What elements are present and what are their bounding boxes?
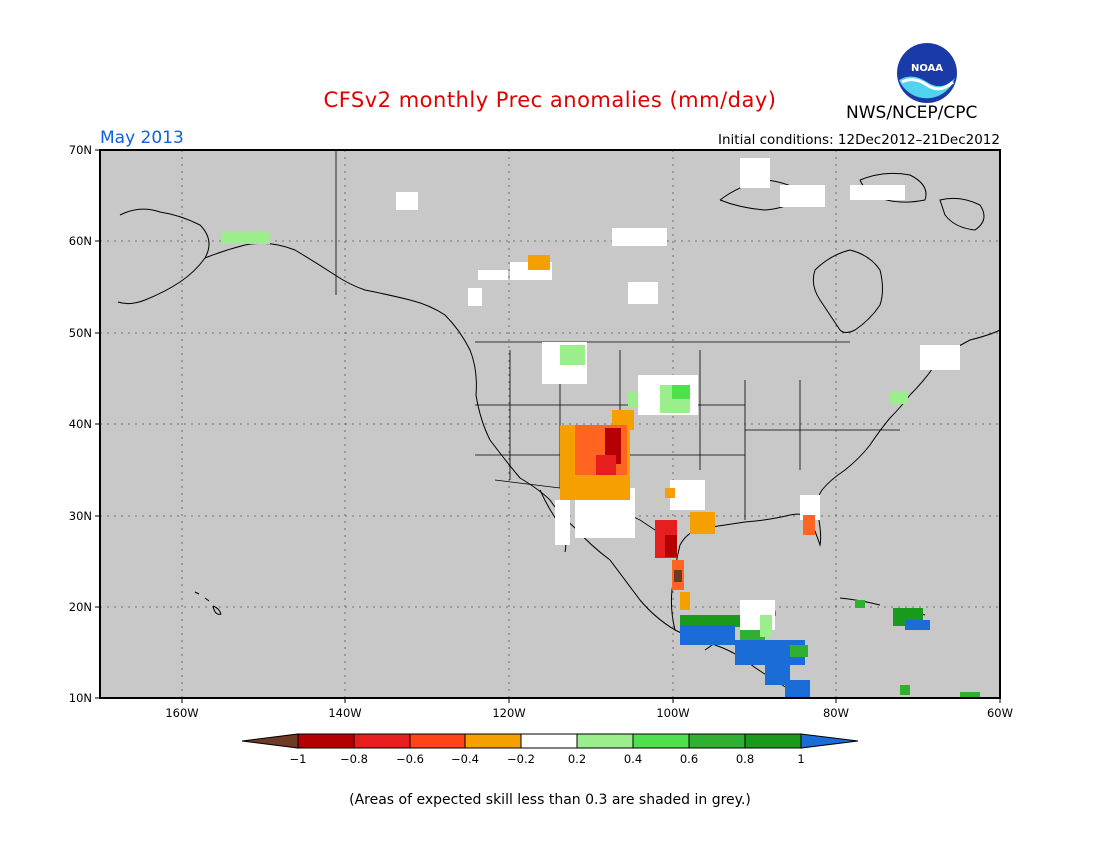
colorbar-bin: [632, 733, 690, 749]
colorbar-label: −0.8: [340, 752, 368, 766]
axis-ticks: [95, 149, 1001, 703]
colorbar-label: 1: [797, 752, 804, 766]
lat-label-50n: 50N: [69, 326, 92, 340]
colorbar-bin: [744, 733, 802, 749]
noaa-logo-icon: NOAA: [896, 42, 958, 108]
negative-anomaly-cells: [528, 255, 815, 610]
target-month-label: May 2013: [100, 128, 184, 148]
colorbar-label: 0.6: [680, 752, 698, 766]
colorbar-label: −0.4: [451, 752, 479, 766]
colorbar-bin: [688, 733, 746, 749]
svg-text:NOAA: NOAA: [911, 63, 943, 74]
colorbar-bin: [353, 733, 411, 749]
positive-anomaly-cells: [222, 232, 980, 698]
colorbar-bin: [576, 733, 634, 749]
colorbar: [241, 733, 859, 749]
lon-label-160w: 160W: [165, 706, 198, 720]
lon-label-100w: 100W: [656, 706, 689, 720]
lat-label-30n: 30N: [69, 509, 92, 523]
lat-label-20n: 20N: [69, 600, 92, 614]
colorbar-labels: −1 −0.8 −0.6 −0.4 −0.2 0.2 0.4 0.6 0.8 1: [290, 752, 805, 766]
chart-title: CFSv2 monthly Prec anomalies (mm/day): [323, 88, 777, 112]
agency-label: NWS/NCEP/CPC: [846, 103, 978, 123]
map-gridlines: [100, 150, 1000, 698]
colorbar-left-arrow: [241, 733, 299, 749]
initial-conditions-label: Initial conditions: 12Dec2012–21Dec2012: [717, 132, 1000, 148]
latitude-labels: 70N 60N 50N 40N 30N 20N 10N: [69, 143, 92, 705]
lat-label-60n: 60N: [69, 234, 92, 248]
lon-label-80w: 80W: [823, 706, 849, 720]
colorbar-label: −0.6: [396, 752, 424, 766]
colorbar-label: −0.2: [507, 752, 535, 766]
lat-label-10n: 10N: [69, 691, 92, 705]
colorbar-label: −1: [290, 752, 307, 766]
skill-footnote: (Areas of expected skill less than 0.3 a…: [349, 792, 751, 808]
lat-label-40n: 40N: [69, 417, 92, 431]
colorbar-label: 0.2: [568, 752, 586, 766]
colorbar-label: 0.4: [624, 752, 642, 766]
colorbar-right-arrow: [800, 733, 859, 749]
colorbar-bin: [409, 733, 466, 749]
lon-label-140w: 140W: [328, 706, 361, 720]
colorbar-bin: [464, 733, 522, 749]
longitude-labels: 160W 140W 120W 100W 80W 60W: [165, 706, 1013, 720]
colorbar-bin: [297, 733, 355, 749]
lon-label-60w: 60W: [987, 706, 1013, 720]
colorbar-bin: [520, 733, 578, 749]
colorbar-label: 0.8: [736, 752, 754, 766]
lon-label-120w: 120W: [492, 706, 525, 720]
lat-label-70n: 70N: [69, 143, 92, 157]
